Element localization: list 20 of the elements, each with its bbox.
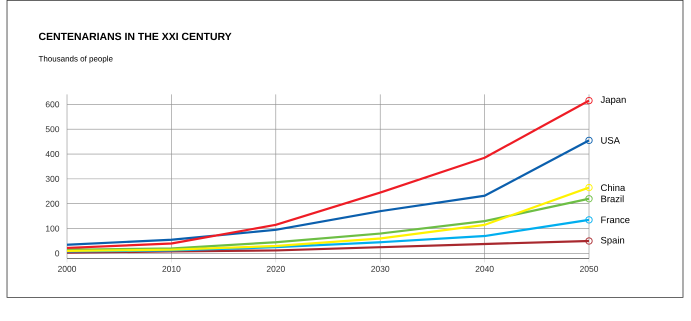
series-label: Japan bbox=[600, 96, 626, 105]
series-label: Brazil bbox=[601, 195, 624, 202]
x-tick-label: 2050 bbox=[580, 266, 598, 272]
y-tick-label: 200 bbox=[46, 200, 60, 207]
x-tick-label: 2040 bbox=[476, 266, 494, 272]
x-tick-label: 2020 bbox=[266, 266, 285, 272]
y-tick-label: 300 bbox=[46, 176, 60, 182]
y-tick-label: 400 bbox=[46, 150, 60, 157]
series-label: Spain bbox=[600, 236, 624, 246]
series-label: China bbox=[601, 184, 626, 191]
y-tick-label: 500 bbox=[46, 126, 60, 132]
x-tick-label: 2030 bbox=[371, 266, 390, 272]
chart-title: CENTENARIANS IN THE XXI CENTURY bbox=[38, 32, 232, 40]
y-tick-label: 600 bbox=[46, 101, 60, 108]
series-label: France bbox=[601, 216, 630, 223]
x-tick-label: 2010 bbox=[162, 266, 180, 272]
series-label: USA bbox=[601, 136, 620, 144]
x-tick-label: 2000 bbox=[58, 266, 76, 272]
y-tick-label: 100 bbox=[46, 225, 60, 232]
y-tick-label: 0 bbox=[55, 250, 60, 256]
